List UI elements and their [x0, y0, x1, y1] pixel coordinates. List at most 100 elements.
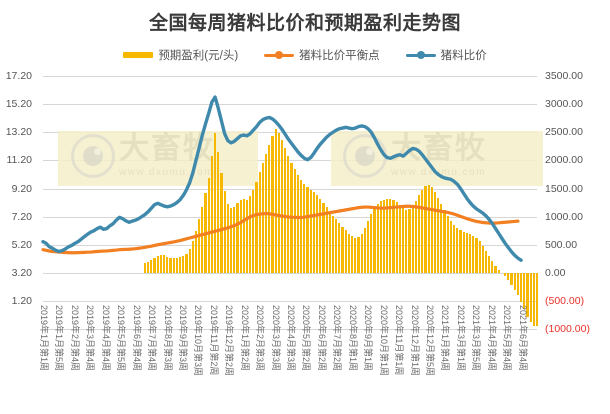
y-tick-right: 2000.00 — [545, 154, 583, 167]
legend-item-balance[interactable]: 猪料比价平衡点 — [264, 47, 380, 63]
legend-item-profit[interactable]: 预期盈利(元/头) — [123, 47, 238, 63]
bar-column — [207, 178, 210, 273]
bar-column — [484, 250, 488, 273]
bar-column — [312, 192, 315, 273]
bar-column — [274, 128, 277, 273]
bar-column — [507, 272, 510, 281]
bar-column — [402, 208, 405, 273]
x-tick-label: 2021年3月第5周 — [471, 305, 482, 372]
bar-column — [185, 253, 188, 273]
chart-title: 全国每周猪料比价和预期盈利走势图 — [148, 13, 461, 34]
bar-column — [271, 135, 274, 273]
bar-column — [427, 185, 430, 273]
x-tick-label: 2019年1月第5周 — [54, 305, 65, 372]
y-tick-right: 3500.00 — [545, 70, 583, 82]
bar-column — [191, 241, 194, 273]
bar-column — [223, 191, 226, 273]
bar-column — [245, 199, 249, 273]
x-tick-label: 2019年2月第4周 — [69, 305, 80, 372]
legend-swatch-balance-icon — [264, 49, 295, 61]
y-tick-right: (1000.00) — [545, 323, 590, 336]
bar-column — [258, 171, 261, 273]
watermark-url-left: www.dxumu.com — [119, 167, 215, 178]
y-tick-right: 3000.00 — [545, 98, 583, 111]
bar-column — [478, 241, 481, 273]
bar-column — [194, 231, 198, 273]
y-tick-left: 15.20 — [5, 98, 32, 111]
x-tick-label: 2020年12月第1周 — [409, 305, 420, 377]
bar-column — [153, 258, 156, 273]
bar-column — [351, 236, 354, 273]
x-tick-label: 2020年5月第2周 — [301, 305, 312, 372]
bar-column — [382, 199, 386, 273]
bar-column — [389, 198, 392, 273]
bar-column — [344, 230, 347, 273]
bar-column — [379, 201, 382, 273]
x-tick-label: 2019年3月第4周 — [85, 305, 96, 372]
bar-column — [338, 223, 341, 273]
bar-column — [529, 272, 532, 323]
bar-column — [456, 227, 459, 273]
bar-column — [421, 189, 424, 273]
bar-column — [408, 208, 411, 273]
watermark-eye-icon — [71, 134, 115, 178]
bar-column — [309, 189, 312, 273]
x-tick-label: 2019年8月第3周 — [162, 305, 173, 372]
x-tick-label: 2020年10月第1周 — [378, 305, 389, 377]
bar-column — [163, 255, 166, 273]
bar-column — [233, 206, 236, 273]
bar-column — [491, 261, 494, 273]
x-tick-label: 2021年5月第4周 — [502, 305, 513, 372]
legend-item-ratio[interactable]: 猪料比价 — [405, 47, 487, 63]
bar-column — [433, 191, 437, 273]
bar-column — [319, 198, 322, 273]
x-tick-label: 2020年8月第1周 — [347, 305, 358, 372]
gridline — [43, 301, 537, 302]
gridline — [43, 132, 537, 134]
bar-column — [398, 205, 402, 273]
bar-column — [532, 272, 535, 326]
bar-column — [143, 262, 147, 273]
bar-column — [376, 204, 379, 273]
bar-column — [280, 140, 284, 273]
bar-column — [392, 199, 395, 273]
watermark-text-right: 大畜牧 — [391, 132, 487, 165]
gridline — [43, 329, 537, 331]
bar-column — [519, 272, 523, 303]
bar-column — [437, 197, 440, 273]
bar-column — [459, 230, 462, 273]
bar-column — [210, 155, 213, 273]
bar-column — [188, 249, 191, 273]
bar-column — [363, 227, 366, 273]
bar-column — [229, 208, 233, 273]
bar-column — [481, 245, 484, 273]
bar-column — [523, 272, 526, 310]
bar-column — [306, 187, 309, 273]
bar-column — [217, 151, 220, 273]
bar-column — [414, 200, 417, 273]
bar-column — [303, 184, 306, 273]
y-tick-right: 2500.00 — [545, 126, 583, 139]
bar-column — [386, 198, 389, 273]
bar-column — [166, 256, 169, 273]
x-tick-label: 2019年5月第5周 — [116, 305, 127, 372]
x-tick-label: 2019年11月第2周 — [208, 305, 219, 376]
y-tick-left: 9.20 — [11, 182, 32, 195]
bar-column — [462, 231, 465, 273]
plot-area: 大畜牧 www.dxumu.com 大畜牧 www.dxumu.com — [41, 76, 543, 331]
bar-column — [277, 133, 280, 273]
bar-column — [494, 265, 497, 273]
x-tick-label: 2020年11月第1周 — [394, 305, 405, 376]
legend-swatch-bar-icon — [123, 49, 154, 61]
x-tick-label: 2019年9月第3周 — [177, 305, 188, 372]
line-pig-feed-ratio — [41, 95, 523, 262]
bar-column — [443, 209, 446, 273]
bar-column — [198, 219, 201, 273]
x-tick-label: 2020年9月第1周 — [363, 305, 374, 372]
bar-column — [446, 215, 449, 273]
bar-column — [535, 272, 539, 327]
x-tick-label: 2021年1月第4周 — [440, 305, 451, 372]
gridline — [43, 188, 537, 190]
x-tick-label: 2019年12月第2周 — [224, 305, 235, 377]
bar-column — [315, 195, 319, 273]
